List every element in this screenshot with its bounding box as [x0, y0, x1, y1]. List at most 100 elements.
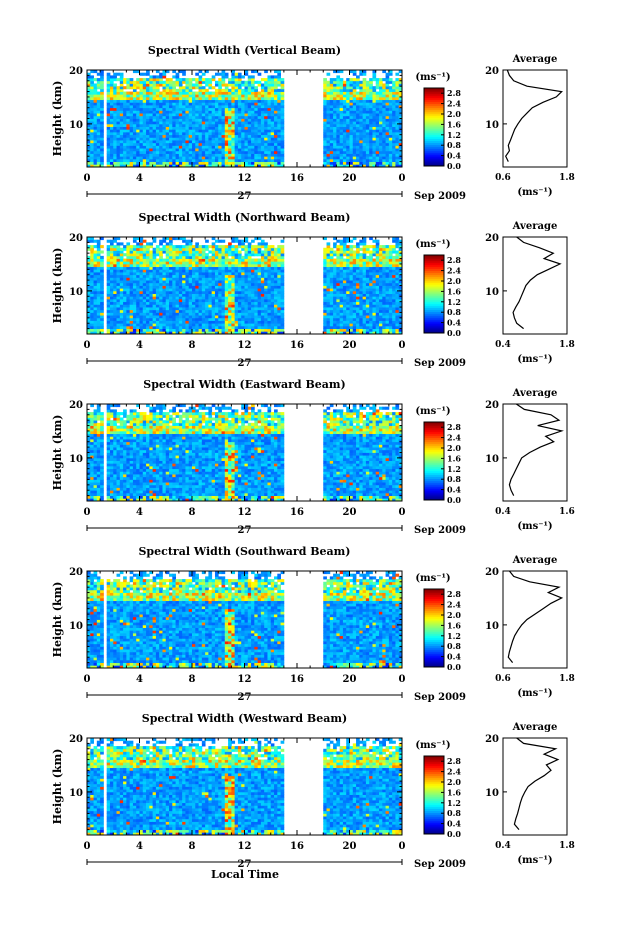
- heatmap-cell: [198, 250, 203, 254]
- heatmap-cell: [352, 80, 357, 84]
- heatmap-cell: [152, 277, 157, 281]
- heatmap-cell: [228, 110, 232, 114]
- heatmap-cell: [178, 274, 183, 278]
- heatmap-cell: [113, 153, 117, 157]
- heatmap-cell: [116, 148, 121, 152]
- heatmap-cell: [165, 328, 170, 332]
- heatmap-cell: [132, 158, 137, 163]
- heatmap-cell: [280, 307, 285, 311]
- heatmap-cell: [119, 102, 124, 106]
- heatmap-cell: [109, 309, 114, 313]
- heatmap-cell: [369, 158, 373, 163]
- heatmap-cell: [257, 72, 262, 76]
- heatmap-cell: [136, 107, 140, 111]
- heatmap-cell: [218, 280, 222, 284]
- heatmap-cell: [152, 274, 157, 278]
- heatmap-cell: [165, 88, 170, 92]
- heatmap-cell: [178, 315, 183, 319]
- heatmap-cell: [149, 253, 154, 257]
- heatmap-cell: [139, 83, 144, 87]
- heatmap-cell: [87, 102, 91, 106]
- heatmap-cell: [241, 320, 245, 324]
- heatmap-cell: [188, 99, 193, 103]
- heatmap-cell: [188, 288, 193, 292]
- heatmap-cell: [211, 113, 216, 117]
- heatmap-cell: [237, 266, 242, 270]
- heatmap-cell: [159, 290, 163, 294]
- heatmap-cell: [257, 126, 262, 130]
- heatmap-cell: [342, 142, 347, 146]
- heatmap-cell: [159, 253, 163, 257]
- heatmap-cell: [96, 288, 101, 292]
- heatmap-cell: [195, 107, 199, 111]
- heatmap-cell: [221, 277, 226, 281]
- heatmap-cell: [185, 312, 190, 316]
- heatmap-cell: [188, 301, 193, 305]
- heatmap-cell: [90, 80, 94, 84]
- heatmap-cell: [251, 317, 255, 321]
- heatmap-cell: [237, 78, 242, 82]
- colorbar-tick-label: 1.2: [447, 130, 461, 140]
- heatmap-cell: [123, 261, 127, 265]
- heatmap-cell: [280, 86, 285, 90]
- heatmap-cell: [254, 263, 259, 268]
- heatmap-cell: [159, 153, 163, 157]
- heatmap-cell: [254, 288, 259, 292]
- heatmap-cell: [195, 255, 199, 259]
- heatmap-cell: [93, 145, 98, 149]
- heatmap-cell: [113, 272, 117, 276]
- heatmap-cell: [224, 134, 229, 138]
- heatmap-cell: [375, 107, 380, 111]
- heatmap-cell: [375, 80, 380, 84]
- heatmap-cell: [188, 142, 193, 146]
- heatmap-cell: [142, 301, 147, 305]
- heatmap-cell: [123, 105, 127, 109]
- heatmap-cell: [369, 102, 373, 106]
- heatmap-cell: [251, 145, 255, 149]
- heatmap-cell: [201, 266, 206, 270]
- heatmap-cell: [214, 131, 219, 136]
- heatmap-cell: [159, 94, 163, 98]
- heatmap-cell: [221, 118, 226, 122]
- heatmap-cell: [146, 129, 150, 133]
- heatmap-cell: [333, 134, 337, 138]
- heatmap-cell: [146, 99, 150, 103]
- heatmap-cell: [264, 158, 268, 163]
- heatmap-cell: [221, 158, 226, 163]
- heatmap-cell: [146, 250, 150, 254]
- heatmap-cell: [251, 245, 255, 249]
- heatmap-cell: [234, 304, 239, 308]
- heatmap-cell: [126, 153, 131, 157]
- heatmap-cell: [211, 107, 216, 111]
- heatmap-cell: [106, 110, 111, 114]
- heatmap-cell: [228, 296, 232, 300]
- heatmap-cell: [274, 285, 278, 289]
- colorbar-segment: [424, 138, 444, 142]
- heatmap-cell: [326, 118, 331, 122]
- heatmap-cell: [346, 107, 350, 111]
- heatmap-cell: [106, 113, 111, 117]
- heatmap-cell: [192, 277, 196, 281]
- colorbar-segment: [424, 88, 444, 91]
- heatmap-cell: [188, 102, 193, 106]
- heatmap-cell: [195, 301, 199, 305]
- heatmap-cell: [218, 102, 222, 106]
- heatmap-cell: [267, 102, 272, 106]
- heatmap-cell: [395, 80, 400, 84]
- heatmap-cell: [392, 96, 396, 101]
- heatmap-cell: [274, 99, 278, 103]
- heatmap-cell: [152, 153, 157, 157]
- heatmap-cell: [96, 78, 101, 82]
- heatmap-cell: [342, 105, 347, 109]
- heatmap-cell: [136, 105, 140, 109]
- heatmap-cell: [234, 156, 239, 160]
- heatmap-cell: [323, 325, 327, 330]
- heatmap-cell: [260, 245, 265, 249]
- heatmap-cell: [270, 285, 275, 289]
- heatmap-cell: [247, 320, 252, 324]
- heatmap-cell: [175, 285, 180, 289]
- heatmap-cell: [267, 247, 272, 251]
- heatmap-cell: [274, 331, 278, 335]
- heatmap-cell: [175, 269, 180, 273]
- heatmap-cell: [375, 83, 380, 87]
